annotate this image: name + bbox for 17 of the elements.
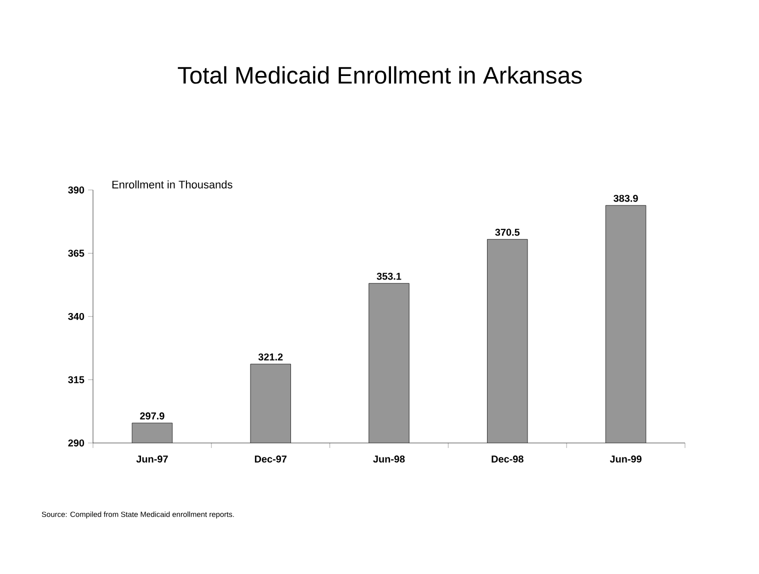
y-tick-label: 340 <box>68 312 84 320</box>
chart-title: Total Medicaid Enrollment in Arkansas <box>178 66 582 84</box>
y-axis-title: Enrollment in Thousands <box>112 180 232 188</box>
y-tick-label: 390 <box>68 186 84 194</box>
data-label: 353.1 <box>376 272 402 280</box>
x-tick-label: Jun-97 <box>136 456 168 463</box>
x-tick-label: Jun-98 <box>373 456 405 463</box>
x-tick-label: Dec-97 <box>254 456 287 463</box>
x-tick-label: Jun-99 <box>610 456 642 463</box>
data-label: 321.2 <box>258 353 283 361</box>
y-tick-label: 315 <box>68 376 84 384</box>
data-label: 370.5 <box>495 228 520 236</box>
x-tick-label: Dec-98 <box>492 456 524 463</box>
data-label: 383.9 <box>614 194 638 202</box>
data-label: 297.9 <box>140 412 164 420</box>
y-tick-label: 290 <box>68 439 84 447</box>
y-tick-label: 365 <box>68 250 84 257</box>
